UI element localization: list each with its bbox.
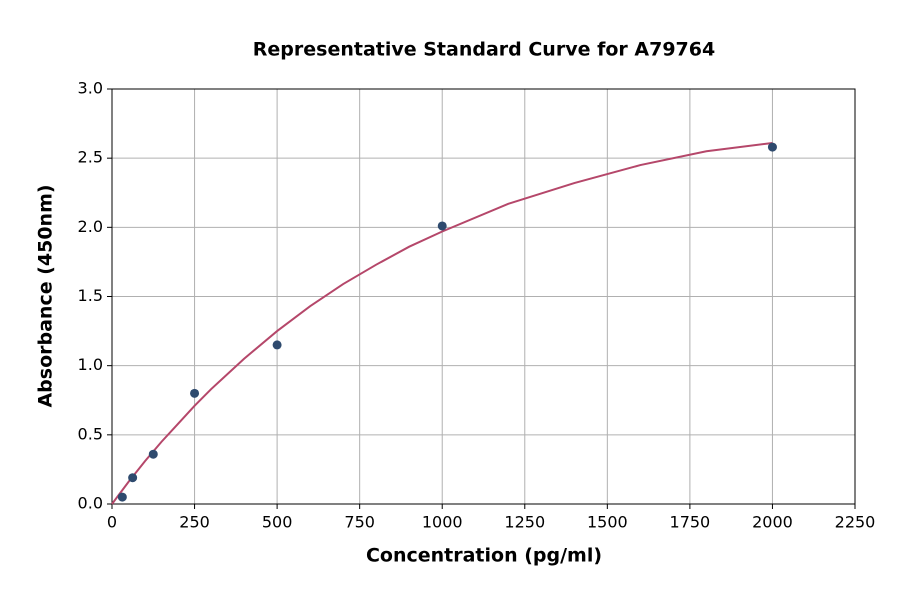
x-tick-label: 750 xyxy=(344,513,375,532)
x-tick-label: 1000 xyxy=(422,513,463,532)
chart-title: Representative Standard Curve for A79764 xyxy=(253,39,715,61)
y-tick-label: 2.5 xyxy=(78,148,103,167)
x-tick-label: 2250 xyxy=(835,513,876,532)
fit-curve xyxy=(111,141,773,505)
y-tick-label: 1.0 xyxy=(78,355,103,374)
x-axis-label: Concentration (pg/ml) xyxy=(366,545,602,567)
x-tick-label: 0 xyxy=(107,513,117,532)
data-point xyxy=(128,473,138,483)
plot-frame xyxy=(111,88,856,505)
x-tick-label: 1750 xyxy=(670,513,711,532)
y-tick-label: 3.0 xyxy=(78,79,103,98)
y-tick-label: 0.5 xyxy=(78,424,103,443)
data-point xyxy=(117,492,127,502)
x-tick-label: 1500 xyxy=(587,513,628,532)
x-tick-label: 500 xyxy=(262,513,293,532)
y-tick-label: 2.0 xyxy=(78,217,103,236)
data-point xyxy=(767,142,777,152)
y-tick-label: 1.5 xyxy=(78,286,103,305)
data-point xyxy=(148,449,158,459)
data-point xyxy=(190,388,200,398)
data-point xyxy=(272,340,282,350)
x-tick-label: 250 xyxy=(179,513,210,532)
x-tick-label: 2000 xyxy=(752,513,793,532)
y-tick-label: 0.0 xyxy=(78,494,103,513)
data-point xyxy=(437,221,447,231)
x-tick-label: 1250 xyxy=(504,513,545,532)
y-axis-label: Absorbance (450nm) xyxy=(35,184,57,407)
